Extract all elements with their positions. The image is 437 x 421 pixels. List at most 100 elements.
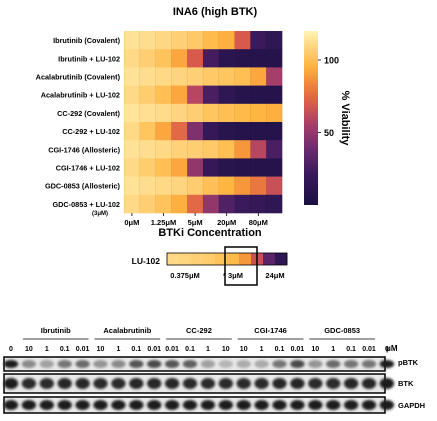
heatmap-cell [218,140,235,159]
heatmap-cell [203,176,220,196]
blot-band [147,378,162,389]
blot-band [379,400,395,410]
blot-band [343,360,359,368]
heatmap-cell [266,49,283,68]
lu102-strip-cell [263,253,276,265]
blot-lane-label: 0.01 [165,346,179,353]
lu102-strip-tick-label: 0.375μM [170,271,200,280]
heatmap-cell [234,122,251,141]
blot-band [39,360,54,368]
heatmap-cell [155,49,172,68]
heatmap-cell [203,103,220,123]
blot-band [75,378,90,389]
heatmap-cell [234,140,251,159]
heatmap-cell [155,158,172,177]
heatmap-row-label: GDC-0853 + LU-102 [52,200,120,209]
heatmap-cell [218,176,235,196]
blot-band [379,378,395,389]
heatmap-cell [124,31,141,50]
heatmap-cell [171,49,188,68]
blot-band [236,400,251,410]
heatmap-cell [171,122,188,141]
blot-lane-label: 1 [45,346,49,353]
blot-lane-label: 0.1 [185,346,195,353]
heatmap-row-label: CGI-1746 (Allosteric) [48,145,120,154]
blot-band-label: BTK [398,379,414,388]
blot-band [182,360,198,368]
blot-lane-label: 10 [311,346,319,353]
heatmap-cell [250,103,267,123]
lu102-strip-cell [203,253,216,265]
heatmap-row-label: GDC-0853 (Allosteric) [45,182,121,191]
blot-group-labels: Ibrutinib Acalabrutinib CC-292 CGI-1746 GDC-… [22,326,375,340]
blot-band [326,360,341,368]
blot-band [93,360,108,368]
blot-band [218,360,233,368]
heatmap-cell [187,31,204,50]
lu102-strip-border [166,252,288,266]
colorbar-ticks: 100 50 [318,56,339,138]
heatmap-cell [155,194,172,214]
blot-lane-label: 0.1 [60,346,70,353]
heatmap-cell [203,85,220,105]
heatmap-cell [124,194,141,214]
blot-lane-labels: 0 10 1 0.1 0.01 10 1 0.1 0.01 0.01 0.1 1 10 10 1 0.1 0.0… [9,346,389,353]
blot-band [111,360,126,368]
heatmap-cell [187,122,204,141]
heatmap-row-label: Ibrutinib (Covalent) [53,36,120,45]
blot-band [182,378,198,389]
blot-group-label: GDC-0853 [324,326,360,335]
heatmap-row-label: Acalabrutinib (Covalent) [36,73,121,82]
blot-band [361,400,377,410]
heatmap-cell [218,158,235,177]
heatmap-cell [234,158,251,177]
heatmap-x-axis-label: BTKi Concentration [158,227,262,239]
heatmap-cell [187,158,204,177]
heatmap-cell [250,85,267,105]
blot-lane-label: 0.1 [275,346,285,353]
blot-band [39,400,54,410]
blot-bands [3,356,395,414]
heatmap-cell [266,122,283,141]
lu102-strip-cell [167,253,180,265]
heatmap-cell [234,85,251,105]
heatmap-cell [155,85,172,105]
lu102-strip-cell [227,253,240,265]
heatmap-cell [234,194,251,214]
lu102-strip-tick-labels: 0.375μM * 3μM 24μM [170,271,284,280]
blot-band [93,378,108,389]
blot-band [272,400,287,410]
lu102-row-label: LU-102 [132,256,161,266]
blot-lane-label: 0.01 [362,346,376,353]
blot-band [164,400,180,410]
blot-band [272,360,287,368]
blot-group-label: CC-292 [186,326,212,335]
heatmap-cell [139,31,156,50]
heatmap-cell [187,85,204,105]
heatmap-cell [187,140,204,159]
heatmap-cell [187,67,204,86]
blot-group-label: CGI-1746 [254,326,287,335]
blot-band [200,360,216,368]
heatmap-cell [266,67,283,86]
blot-band [254,360,269,368]
blot-band [361,360,377,368]
lu102-strip-tick-label: 24μM [265,271,284,280]
heatmap-cell [234,67,251,86]
blot-band [308,400,323,410]
heatmap-cell [250,31,267,50]
heatmap-cells [123,31,283,214]
heatmap-cell [139,194,156,214]
heatmap-cell [124,49,141,68]
lu102-strip-cell [215,253,228,265]
heatmap-cell [171,194,188,214]
heatmap-cell [124,140,141,159]
heatmap-x-tick-labels: 0μM 1.25μM 5μM 20μM 80μM [124,213,268,227]
blot-band [147,400,162,410]
heatmap-row-label: CC-292 + LU-102 [62,127,120,136]
heatmap-cell [234,103,251,123]
blot-band-labels: pBTK BTK GAPDH [398,358,425,410]
heatmap-cell [124,67,141,86]
blot-band [21,360,37,368]
heatmap-cell [155,176,172,196]
